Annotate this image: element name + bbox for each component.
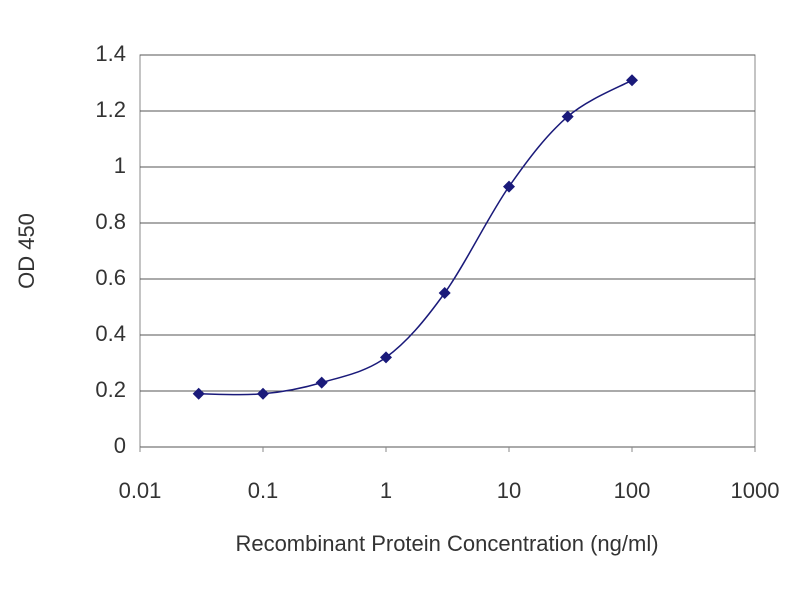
y-tick-label: 1.2 xyxy=(95,97,126,122)
point xyxy=(438,287,451,299)
y-tick-label: 1.4 xyxy=(95,41,126,66)
y-tick-label: 0 xyxy=(114,433,126,458)
x-tick-label: 1 xyxy=(380,478,392,503)
y-axis-label: OD 450 xyxy=(14,213,39,289)
point xyxy=(561,110,574,123)
y-tick-label: 0.4 xyxy=(95,321,126,346)
x-axis-label: Recombinant Protein Concentration (ng/ml… xyxy=(235,531,658,556)
point xyxy=(315,376,328,389)
curve xyxy=(198,79,633,396)
x-tick-label: 100 xyxy=(614,478,651,503)
point xyxy=(626,74,638,87)
x-tick-label: 0.1 xyxy=(248,478,279,503)
x-tick-label: 1000 xyxy=(731,478,780,503)
point xyxy=(192,387,205,400)
point xyxy=(503,180,515,193)
y-tick-label: 0.2 xyxy=(95,377,126,402)
y-tick-label: 1 xyxy=(114,153,126,178)
plot-frame xyxy=(139,54,756,448)
point xyxy=(257,387,269,400)
point xyxy=(380,351,392,364)
x-tick-label: 0.01 xyxy=(119,478,162,503)
y-tick-label: 0.6 xyxy=(95,265,126,290)
x-tick-label: 10 xyxy=(497,478,521,503)
y-tick-label: 0.8 xyxy=(95,209,126,234)
